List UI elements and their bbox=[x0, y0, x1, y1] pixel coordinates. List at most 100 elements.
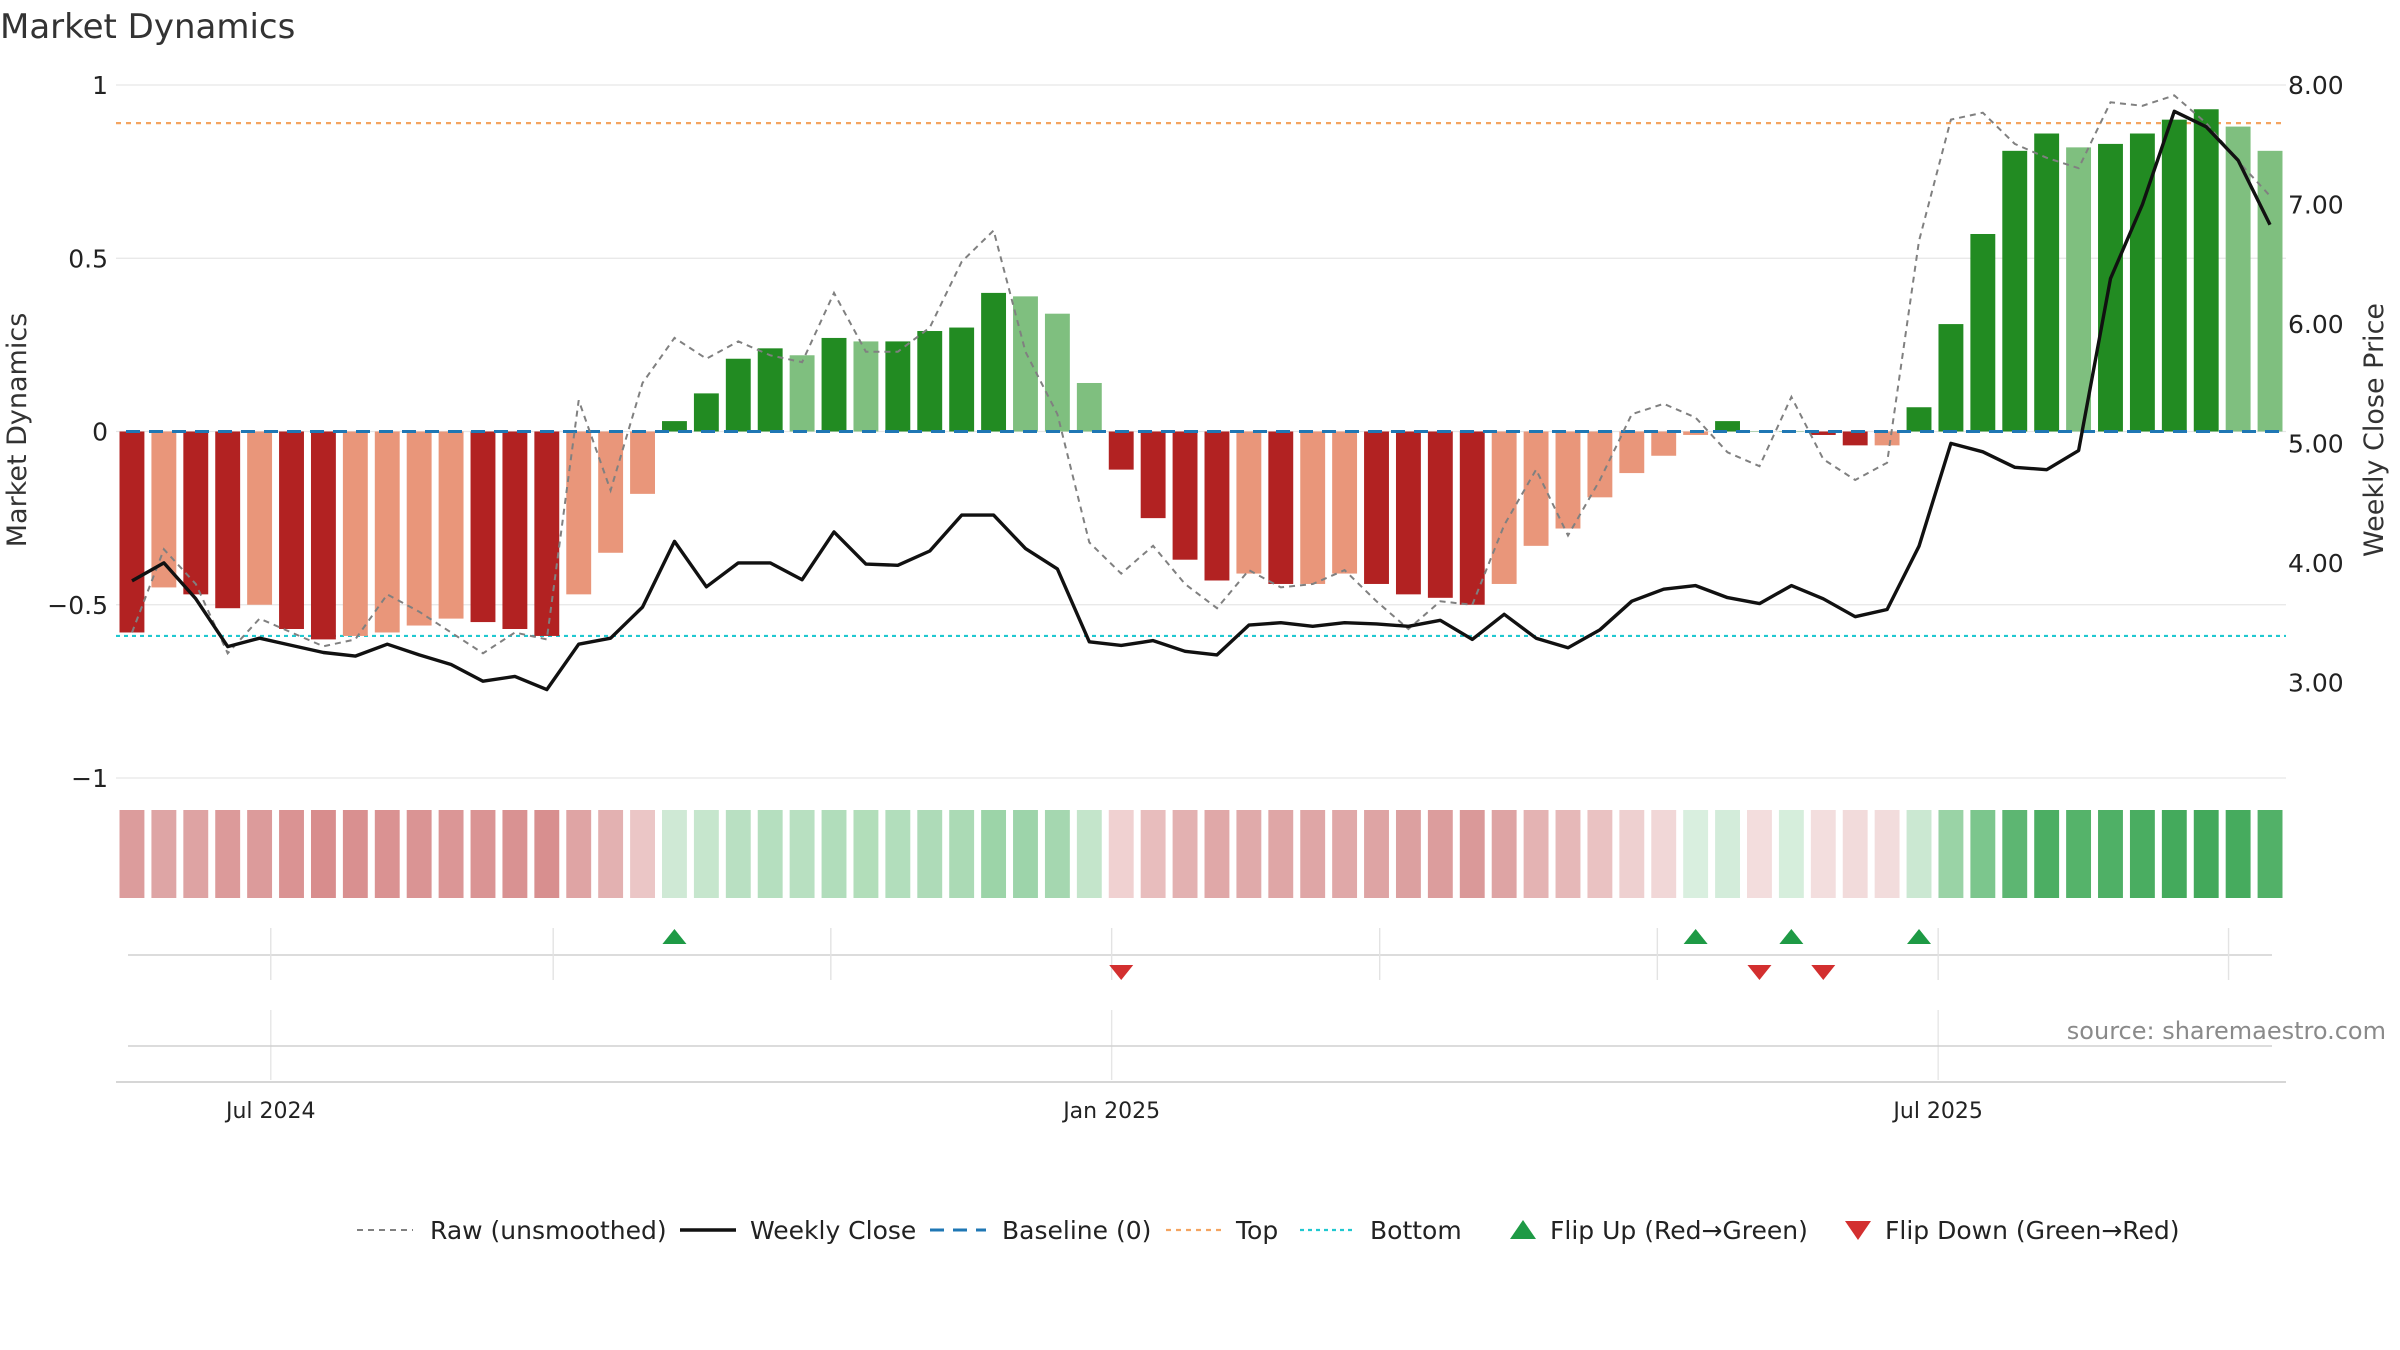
right-tick-label: 5.00 bbox=[2288, 429, 2344, 458]
dynamics-bar bbox=[1619, 431, 1645, 474]
strip-cell bbox=[1715, 810, 1740, 898]
strip-cell bbox=[1747, 810, 1772, 898]
dynamics-bar bbox=[406, 431, 432, 626]
dynamics-bar bbox=[1364, 431, 1389, 584]
dynamics-bar bbox=[1842, 431, 1868, 446]
dynamics-bar bbox=[1427, 431, 1453, 598]
dynamics-bar bbox=[1332, 431, 1358, 574]
strip-cell bbox=[247, 810, 273, 898]
dynamics-bar bbox=[1013, 296, 1038, 432]
flip-up-marker bbox=[1907, 929, 1932, 944]
strip-cell bbox=[342, 810, 368, 898]
strip-cell bbox=[1395, 810, 1421, 898]
legend: Raw (unsmoothed) Weekly Close Baseline (0)… bbox=[357, 1216, 2180, 1245]
legend-swatch-flip-up bbox=[1510, 1220, 1536, 1239]
legend-label: Bottom bbox=[1370, 1216, 1462, 1245]
left-tick-label: 0.5 bbox=[68, 244, 108, 273]
strip-cell bbox=[1204, 810, 1230, 898]
dynamics-bar bbox=[662, 421, 687, 432]
strip-cell bbox=[119, 810, 145, 898]
dynamics-bar bbox=[1491, 431, 1517, 584]
dynamics-bar bbox=[119, 431, 145, 633]
dynamics-bar bbox=[470, 431, 496, 623]
strip-cell bbox=[821, 810, 847, 898]
dynamics-bar bbox=[2161, 119, 2187, 432]
right-axis-label: Weekly Close Price bbox=[2359, 303, 2390, 557]
dynamics-bar bbox=[725, 358, 751, 432]
legend-label: Raw (unsmoothed) bbox=[430, 1216, 667, 1245]
strip-cell bbox=[502, 810, 528, 898]
strip-cell bbox=[2161, 810, 2187, 898]
dynamics-bar bbox=[1970, 233, 1996, 432]
dynamics-bar bbox=[2225, 126, 2251, 432]
dynamics-bar bbox=[1938, 324, 1964, 432]
dynamics-bar bbox=[2002, 150, 2028, 432]
flip-down-marker bbox=[1109, 965, 1134, 980]
strip-cell bbox=[949, 810, 975, 898]
strip-cell bbox=[853, 810, 879, 898]
dynamics-bar bbox=[821, 337, 847, 432]
dynamics-bar bbox=[1874, 431, 1900, 446]
flip-up-marker bbox=[1779, 929, 1804, 944]
weekly-close-line bbox=[131, 109, 2272, 692]
strip-cell bbox=[725, 810, 751, 898]
dynamics-bar bbox=[1172, 431, 1198, 560]
right-tick-label: 8.00 bbox=[2288, 71, 2344, 100]
dynamics-bar bbox=[534, 431, 560, 636]
strip-cell bbox=[2225, 810, 2251, 898]
reference-lines bbox=[116, 122, 2286, 638]
source-credit: source: sharemaestro.com bbox=[2067, 1017, 2386, 1045]
series-lines bbox=[126, 94, 2286, 692]
dynamics-bar bbox=[1395, 431, 1421, 595]
strip-cell bbox=[1842, 810, 1868, 898]
date-axis-panel: Jul 2024 Jan 2025 Jul 2025 bbox=[116, 1010, 2286, 1124]
axis-labels: 1 0.5 0 −0.5 −1 8.00 7.00 6.00 5.00 4.00 3.00 bbox=[47, 71, 2343, 793]
right-tick-label: 4.00 bbox=[2288, 549, 2344, 578]
strip-cell bbox=[1076, 810, 1102, 898]
strip-cell bbox=[1108, 810, 1134, 898]
dynamics-bar bbox=[374, 431, 400, 633]
strip-cell bbox=[1810, 810, 1836, 898]
strip-cell bbox=[693, 810, 719, 898]
strip-cell bbox=[2193, 810, 2219, 898]
strip-cell bbox=[1874, 810, 1900, 898]
dynamics-bar bbox=[1236, 431, 1262, 574]
dynamics-bar bbox=[566, 431, 592, 595]
strip-cell bbox=[566, 810, 592, 898]
dynamics-bar bbox=[1459, 431, 1485, 605]
strip-cell bbox=[1332, 810, 1358, 898]
dynamics-bar bbox=[1587, 431, 1613, 498]
dynamics-bar bbox=[981, 292, 1007, 432]
strip-cell bbox=[279, 810, 304, 898]
flip-up-marker bbox=[1683, 929, 1708, 944]
strip-cell bbox=[1491, 810, 1517, 898]
date-tick-label: Jul 2025 bbox=[1891, 1099, 1983, 1124]
dynamics-bar bbox=[853, 341, 879, 432]
strip-cell bbox=[789, 810, 815, 898]
dynamics-bar bbox=[183, 431, 209, 595]
strip-cell bbox=[1459, 810, 1485, 898]
dynamics-bar bbox=[789, 355, 815, 432]
dynamics-bar bbox=[438, 431, 464, 619]
legend-swatch-flip-down bbox=[1845, 1221, 1871, 1240]
dynamics-bar bbox=[1268, 431, 1294, 584]
strip-cell bbox=[374, 810, 400, 898]
right-tick-label: 7.00 bbox=[2288, 190, 2344, 219]
strip-cell bbox=[2257, 810, 2283, 898]
strip-cell bbox=[1364, 810, 1389, 898]
strip-cell bbox=[2034, 810, 2060, 898]
flip-up-marker bbox=[662, 929, 687, 944]
legend-label: Top bbox=[1235, 1216, 1278, 1245]
dynamics-bar bbox=[1140, 431, 1166, 519]
right-tick-label: 6.00 bbox=[2288, 310, 2344, 339]
left-axis-label: Market Dynamics bbox=[2, 313, 33, 548]
right-tick-label: 3.00 bbox=[2288, 668, 2344, 697]
dynamics-bar bbox=[693, 393, 719, 432]
strip-cell bbox=[1140, 810, 1166, 898]
strip-cell bbox=[1778, 810, 1804, 898]
strip-cell bbox=[2098, 810, 2123, 898]
strip-cell bbox=[2066, 810, 2092, 898]
strip-cell bbox=[1619, 810, 1645, 898]
strip-cell bbox=[1523, 810, 1549, 898]
dynamics-bar bbox=[1715, 421, 1740, 432]
